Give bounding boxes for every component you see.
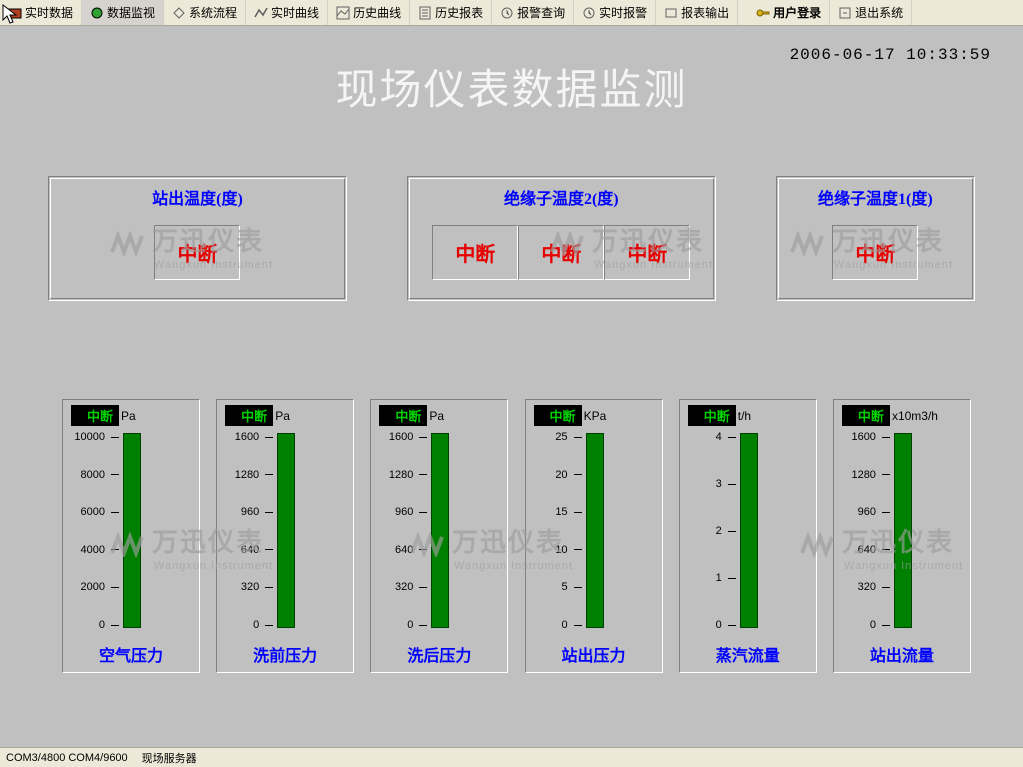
gauge-bar (894, 433, 912, 628)
gauge-lcd: 中断 (71, 405, 119, 426)
temperature-panel-0: 站出温度(度) 中断 (48, 176, 347, 301)
gauge-bar (123, 433, 141, 628)
toolbar-label: 实时曲线 (271, 4, 319, 21)
gauge-label: 洗后压力 (373, 636, 505, 670)
gauge-unit: KPa (584, 409, 607, 423)
toolbar-icon-4 (336, 6, 350, 20)
panel-title: 绝缘子温度1(度) (779, 179, 972, 217)
gauge-bar (431, 433, 449, 628)
gauge-lcd: 中断 (379, 405, 427, 426)
gauge-body: 160012809606403200 (219, 431, 351, 636)
toolbar-label: 用户登录 (773, 4, 821, 21)
toolbar-icon-9 (756, 6, 770, 20)
gauge-5: 中断x10m3/h 160012809606403200站出流量 (833, 399, 971, 673)
page-title: 现场仪表数据监测 (0, 56, 1023, 117)
panel-value-0: 中断 (432, 225, 518, 280)
gauge-unit: Pa (429, 409, 444, 423)
toolbar-btn-3[interactable]: 实时曲线 (246, 0, 328, 25)
toolbar-icon-1 (90, 6, 104, 20)
gauge-body: 43210 (682, 431, 814, 636)
toolbar-label: 数据监视 (107, 4, 155, 21)
panel-value-1: 中断 (518, 225, 604, 280)
toolbar-btn-6[interactable]: 报警查询 (492, 0, 574, 25)
toolbar-label: 实时数据 (25, 4, 73, 21)
panel-value-0: 中断 (832, 225, 918, 280)
gauge-row: 中断Pa1000080006000400020000空气压力中断Pa160012… (62, 399, 971, 673)
toolbar: 实时数据 数据监视 系统流程 实时曲线 历史曲线 历史报表 报警查询 实时报警 报表输出 用户登录… (0, 0, 1023, 26)
temperature-panels: 站出温度(度)中断绝缘子温度2(度)中断中断中断绝缘子温度1(度)中断 (48, 176, 975, 301)
gauge-label: 站出流量 (836, 636, 968, 670)
toolbar-btn-1[interactable]: 数据监视 (82, 0, 164, 25)
gauge-label: 站出压力 (528, 636, 660, 670)
toolbar-icon-6 (500, 6, 514, 20)
gauge-label: 蒸汽流量 (682, 636, 814, 670)
gauge-lcd: 中断 (842, 405, 890, 426)
toolbar-icon-2 (172, 6, 186, 20)
toolbar-icon-8 (664, 6, 678, 20)
toolbar-label: 报表输出 (681, 4, 729, 21)
gauge-label: 洗前压力 (219, 636, 351, 670)
temperature-panel-2: 绝缘子温度1(度) 中断 (776, 176, 975, 301)
temperature-panel-1: 绝缘子温度2(度)中断中断中断 (407, 176, 716, 301)
gauge-body: 2520151050 (528, 431, 660, 636)
gauge-unit: x10m3/h (892, 409, 938, 423)
gauge-unit: t/h (738, 409, 751, 423)
gauge-lcd: 中断 (534, 405, 582, 426)
gauge-body: 160012809606403200 (836, 431, 968, 636)
gauge-bar (586, 433, 604, 628)
gauge-bar (740, 433, 758, 628)
gauge-2: 中断Pa 160012809606403200洗后压力 (370, 399, 508, 673)
gauge-1: 中断Pa 160012809606403200洗前压力 (216, 399, 354, 673)
toolbar-btn-5[interactable]: 历史报表 (410, 0, 492, 25)
status-server: 现场服务器 (142, 750, 197, 766)
main-area: 2006-06-17 10:33:59 现场仪表数据监测 站出温度(度)中断绝缘… (0, 26, 1023, 747)
toolbar-icon-10 (838, 6, 852, 20)
gauge-4: 中断t/h 43210蒸汽流量 (679, 399, 817, 673)
gauge-unit: Pa (275, 409, 290, 423)
gauge-body: 1000080006000400020000 (65, 431, 197, 636)
toolbar-icon-3 (254, 6, 268, 20)
toolbar-label: 历史报表 (435, 4, 483, 21)
toolbar-icon-7 (582, 6, 596, 20)
toolbar-btn-7[interactable]: 实时报警 (574, 0, 656, 25)
panel-value-0: 中断 (154, 225, 240, 280)
toolbar-icon-5 (418, 6, 432, 20)
gauge-unit: Pa (121, 409, 136, 423)
panel-title: 绝缘子温度2(度) (410, 179, 713, 217)
toolbar-label: 报警查询 (517, 4, 565, 21)
gauge-bar (277, 433, 295, 628)
status-bar: COM3/4800 COM4/9600 现场服务器 (0, 747, 1023, 767)
cursor-icon (2, 4, 20, 26)
gauge-body: 160012809606403200 (373, 431, 505, 636)
panel-title: 站出温度(度) (51, 179, 344, 217)
gauge-0: 中断Pa 1000080006000400020000空气压力 (62, 399, 200, 673)
gauge-lcd: 中断 (688, 405, 736, 426)
toolbar-btn-8[interactable]: 报表输出 (656, 0, 738, 25)
gauge-lcd: 中断 (225, 405, 273, 426)
gauge-label: 空气压力 (65, 636, 197, 670)
toolbar-btn-4[interactable]: 历史曲线 (328, 0, 410, 25)
toolbar-label: 实时报警 (599, 4, 647, 21)
toolbar-btn-9[interactable]: 用户登录 (748, 0, 830, 25)
toolbar-label: 系统流程 (189, 4, 237, 21)
status-com: COM3/4800 COM4/9600 (6, 752, 128, 764)
toolbar-label: 退出系统 (855, 4, 903, 21)
toolbar-btn-2[interactable]: 系统流程 (164, 0, 246, 25)
gauge-3: 中断KPa 2520151050站出压力 (525, 399, 663, 673)
panel-value-2: 中断 (604, 225, 690, 280)
toolbar-label: 历史曲线 (353, 4, 401, 21)
toolbar-btn-10[interactable]: 退出系统 (830, 0, 912, 25)
